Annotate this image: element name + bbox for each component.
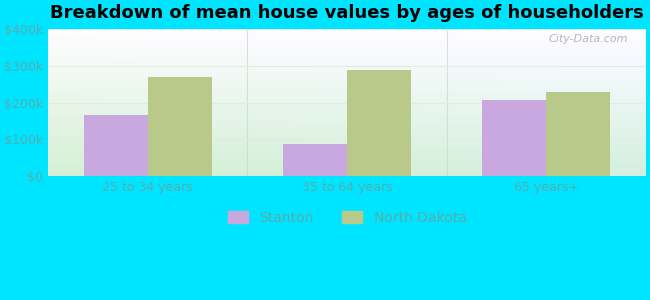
Bar <box>148 77 211 176</box>
Bar <box>84 115 148 176</box>
Bar <box>347 70 411 176</box>
Title: Breakdown of mean house values by ages of householders: Breakdown of mean house values by ages o… <box>50 4 644 22</box>
Text: City-Data.com: City-Data.com <box>549 34 628 44</box>
Bar <box>283 144 347 176</box>
Bar <box>482 100 546 176</box>
Legend: Stanton, North Dakota: Stanton, North Dakota <box>222 205 472 230</box>
Bar <box>546 92 610 176</box>
